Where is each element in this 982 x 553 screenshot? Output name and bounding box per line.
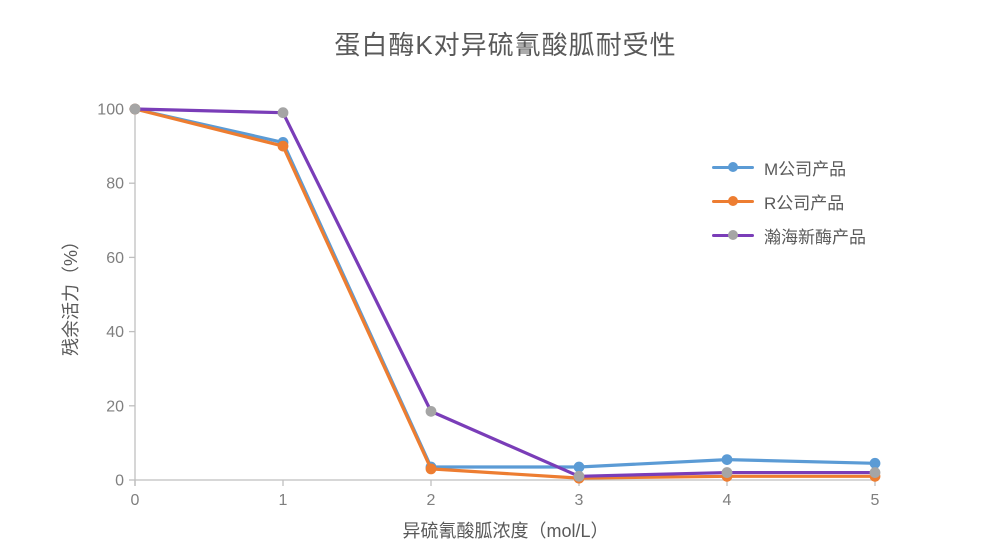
x-axis-ticks: 0 1 2 3 4 5 — [131, 480, 880, 509]
legend-item-series-2: 瀚海新酶产品 — [712, 224, 866, 247]
legend-line-marker-icon — [712, 229, 754, 241]
y-tick-label: 60 — [106, 250, 124, 267]
y-tick-label: 40 — [106, 324, 124, 341]
x-tick-label: 2 — [427, 492, 436, 509]
legend-label: M公司产品 — [764, 159, 847, 179]
legend-item-series-0: M公司产品 — [712, 156, 866, 179]
legend-line-marker-icon — [712, 195, 754, 207]
x-tick-label: 4 — [723, 492, 732, 509]
y-tick-label: 80 — [106, 176, 124, 193]
series-line — [133, 107, 877, 469]
y-tick-label: 100 — [97, 102, 124, 119]
data-point-marker — [425, 405, 437, 417]
y-tick-label: 0 — [115, 473, 124, 490]
y-axis-ticks: 0 20 40 60 80 100 — [97, 102, 135, 490]
data-point-marker — [277, 140, 289, 152]
x-tick-label: 5 — [871, 492, 880, 509]
chart-title: 蛋白酶K对异硫氰酸胍耐受性 — [334, 30, 677, 60]
x-axis-title: 异硫氰酸胍浓度（mol/L） — [402, 521, 609, 541]
legend-label: 瀚海新酶产品 — [764, 227, 866, 247]
series-line — [133, 107, 877, 480]
series-2 — [129, 103, 881, 482]
legend-label: R公司产品 — [764, 193, 845, 213]
x-tick-label: 0 — [131, 492, 140, 509]
data-point-marker — [277, 107, 289, 119]
data-point-marker — [129, 103, 141, 115]
legend-line-marker-icon — [712, 161, 754, 173]
data-point-marker — [869, 467, 881, 478]
data-point-marker — [721, 454, 733, 465]
y-tick-label: 20 — [106, 398, 124, 415]
legend-item-series-1: R公司产品 — [712, 190, 866, 213]
data-point-marker — [573, 470, 585, 482]
data-point-marker — [721, 467, 733, 478]
legend: M公司产品 R公司产品 瀚海新酶产品 — [712, 156, 866, 247]
x-tick-label: 3 — [575, 492, 584, 509]
x-tick-label: 1 — [279, 492, 288, 509]
axes — [134, 106, 876, 486]
data-point-marker — [573, 461, 585, 473]
data-point-marker — [869, 457, 881, 469]
data-point-marker — [425, 463, 437, 475]
series-line — [133, 107, 877, 478]
